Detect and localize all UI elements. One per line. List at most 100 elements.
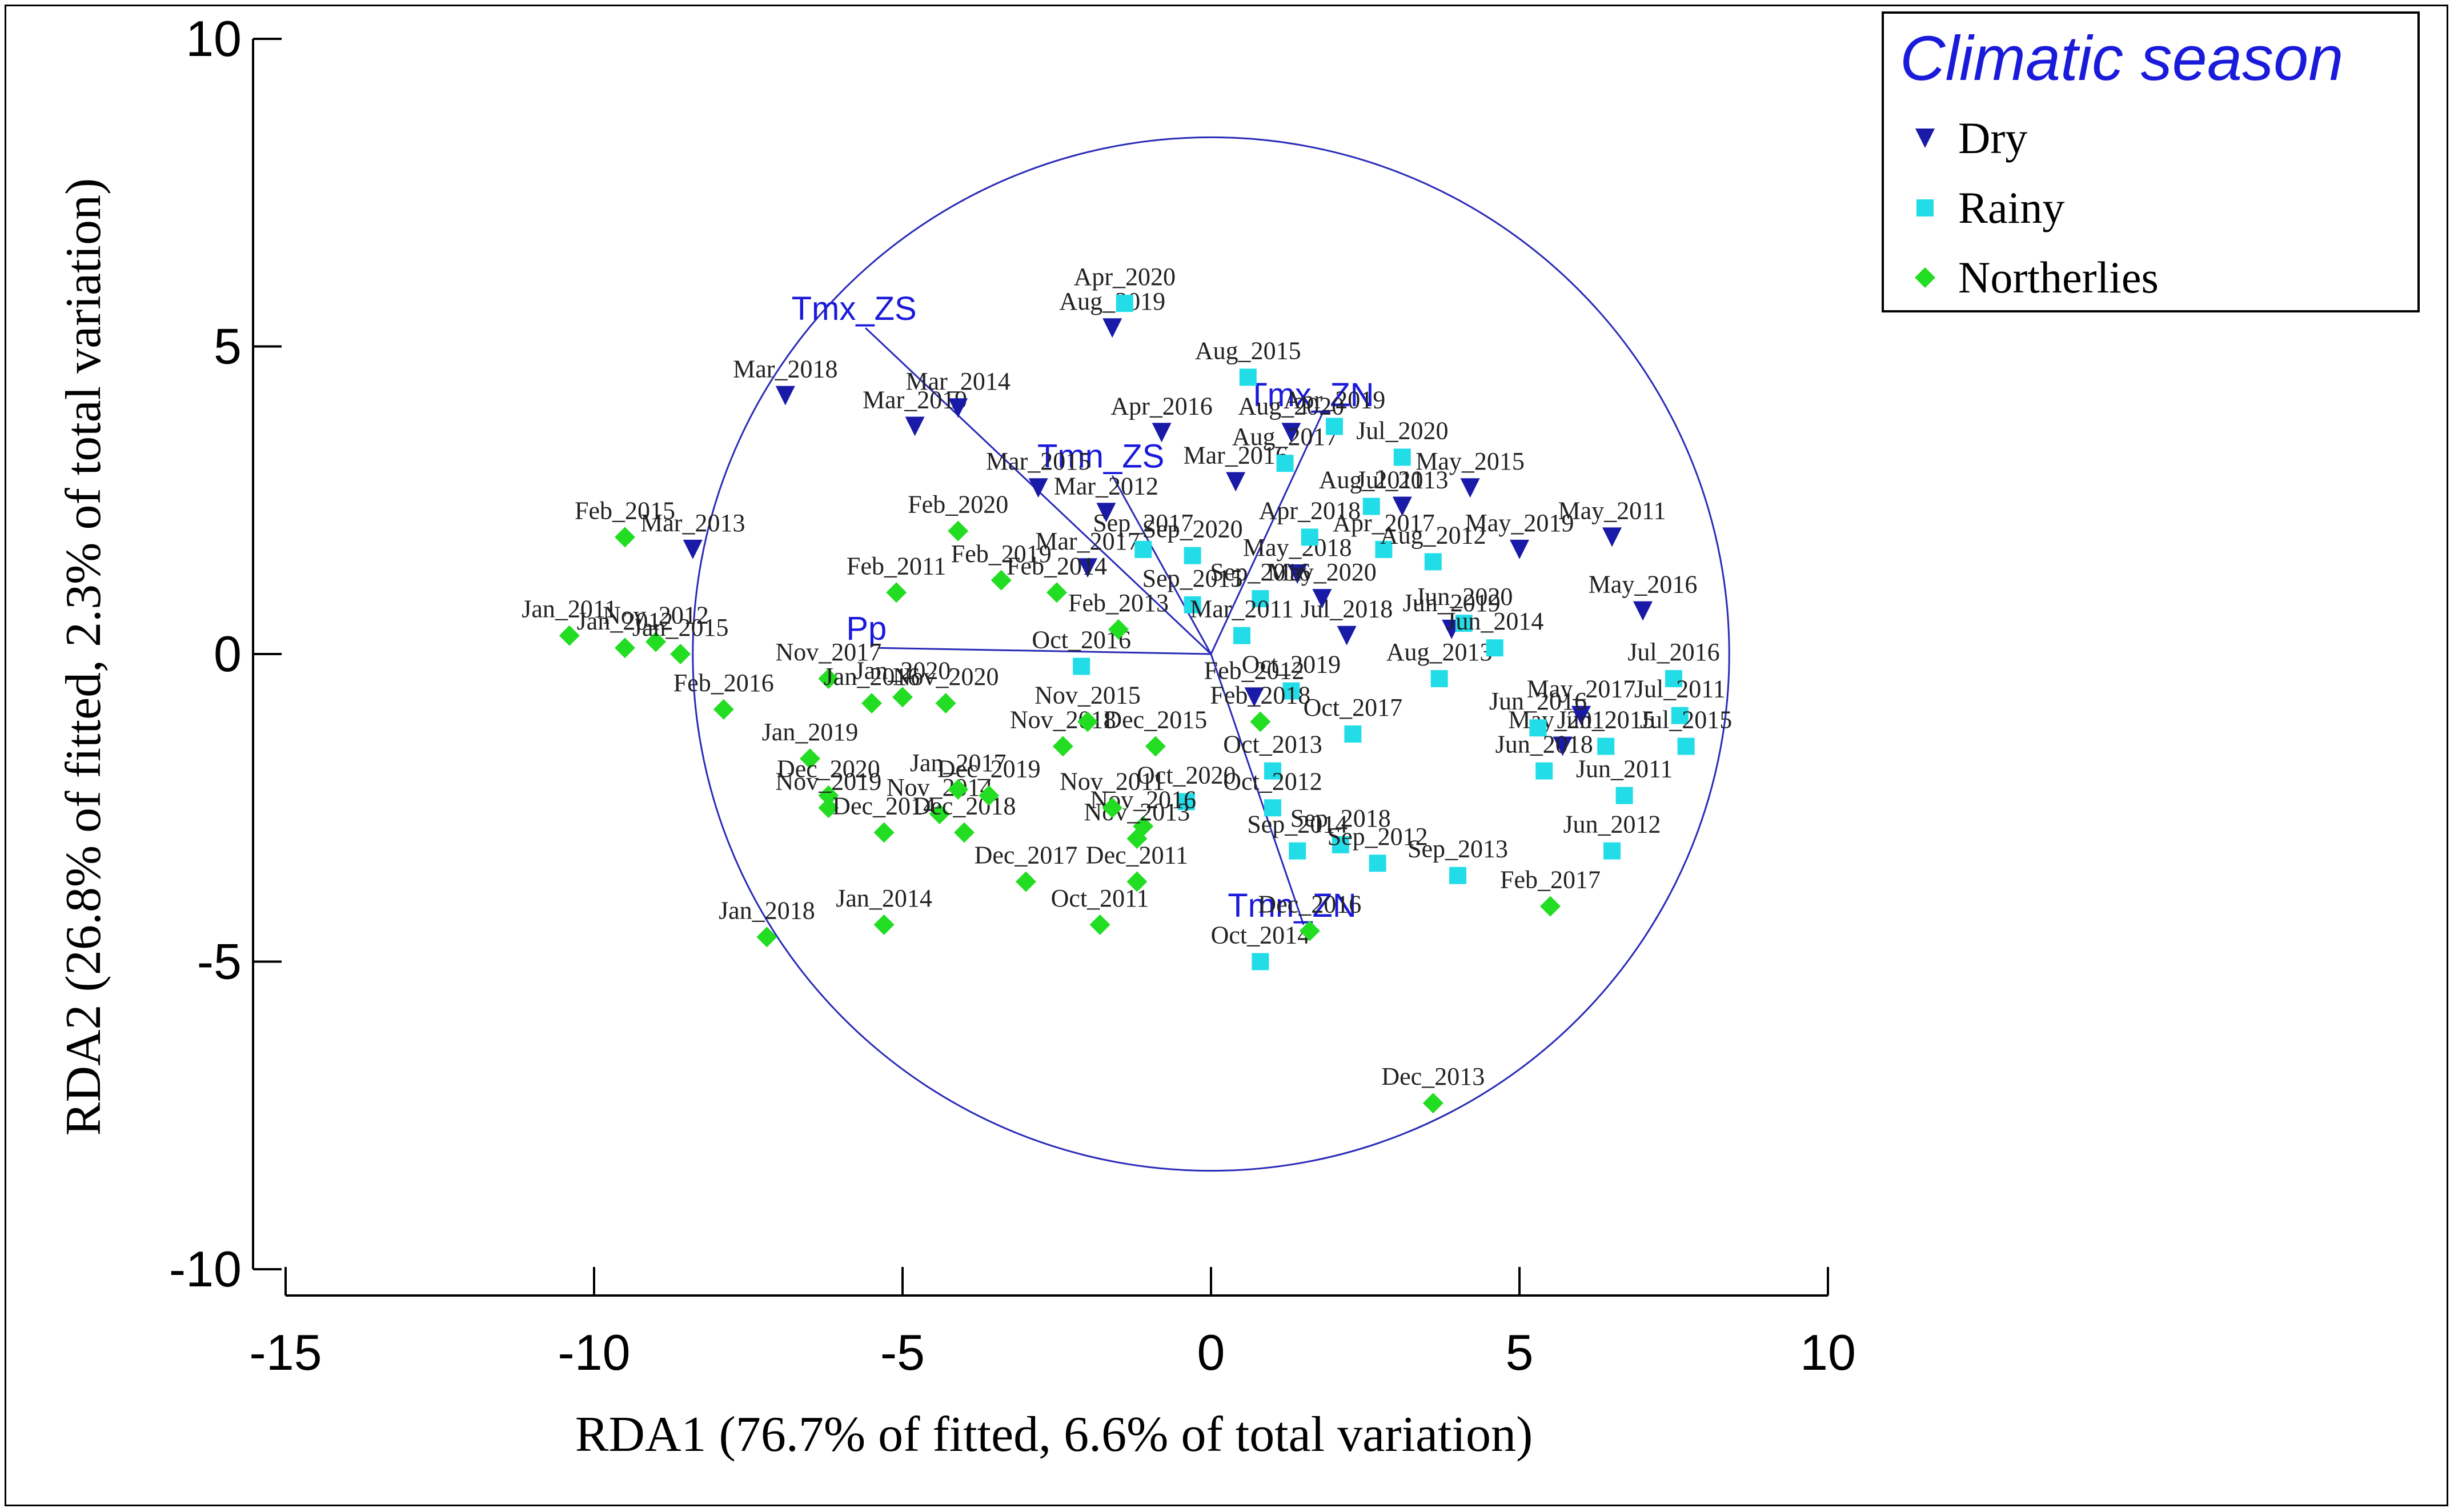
point-marker	[1276, 455, 1294, 472]
point-marker	[1264, 762, 1281, 780]
point-label: Apr_2019	[1284, 386, 1385, 414]
point-marker	[1102, 318, 1122, 338]
vector-label: Tmn_ZS	[1037, 438, 1164, 475]
point-marker	[1455, 615, 1473, 632]
point-marker	[1677, 737, 1695, 755]
point-label: Dec_2015	[1104, 706, 1207, 734]
point-label: Jul_2020	[1356, 416, 1448, 444]
point-label: Oct_2011	[1051, 884, 1149, 912]
point-marker	[1369, 855, 1386, 872]
point-label: May_2017	[1527, 675, 1636, 703]
vector-label: Tmn_ZN	[1228, 887, 1357, 924]
point-marker	[1449, 867, 1466, 884]
point-label: Mar_2011	[1190, 595, 1294, 623]
point-marker	[1529, 719, 1547, 737]
legend-label: Northerlies	[1958, 252, 2159, 302]
point-label: Jan_2011	[522, 595, 617, 623]
legend-marker	[1915, 129, 1935, 148]
point-marker	[1615, 787, 1633, 804]
point-label: Sep_2014	[1247, 811, 1348, 839]
point-label: Apr_2020	[1074, 263, 1176, 291]
point-marker	[1252, 953, 1269, 970]
point-label: Mar_2013	[640, 509, 745, 537]
y-tick-label: 5	[214, 318, 242, 375]
legend-box	[1882, 11, 2420, 312]
point-label: Feb_2018	[1210, 681, 1310, 709]
point-marker	[948, 779, 969, 800]
figure-frame	[5, 5, 2448, 1506]
point-label: Feb_2015	[575, 496, 675, 524]
point-marker	[1102, 797, 1123, 819]
point-label: Apr_2017	[1333, 509, 1434, 537]
point-marker	[1510, 539, 1529, 559]
point-marker	[1337, 625, 1357, 645]
point-marker	[1460, 478, 1480, 498]
point-label: Aug_2015	[1195, 336, 1301, 364]
point-label: Jul_2011	[1634, 675, 1726, 703]
point-label: Aug_2011	[1319, 466, 1424, 494]
point-label: Jul_2018	[1301, 595, 1393, 623]
point-label: Oct_2019	[1242, 651, 1341, 679]
point-label: Dec_2014	[832, 792, 936, 820]
legend-label: Rainy	[1958, 183, 2064, 232]
point-marker	[1016, 871, 1036, 892]
point-marker	[615, 637, 635, 659]
point-label: Sep_2018	[1290, 804, 1391, 832]
point-marker	[1126, 871, 1148, 892]
point-marker	[886, 582, 907, 603]
point-marker	[1289, 842, 1306, 860]
point-label: Mar_2016	[1184, 441, 1288, 469]
circle-outline	[692, 136, 1730, 1172]
point-marker	[1152, 423, 1172, 443]
point-marker	[1671, 707, 1689, 724]
legend-item-northerlies: Northerlies	[1915, 252, 2159, 302]
point-label: Mar_2017	[1035, 527, 1140, 555]
point-label: Feb_2012	[1204, 656, 1305, 684]
point-marker	[1299, 920, 1320, 941]
point-marker	[873, 822, 895, 843]
point-marker	[1602, 527, 1622, 547]
point-label: Jun_2016	[1489, 687, 1587, 715]
point-label: Feb_2014	[1007, 552, 1107, 580]
point-marker	[1145, 736, 1166, 757]
point-label: May_2011	[1558, 496, 1666, 524]
point-label: Jan_2018	[719, 896, 815, 924]
point-marker	[1046, 582, 1067, 603]
point-marker	[818, 668, 839, 689]
point-marker	[1597, 737, 1615, 755]
x-axis-title: RDA1 (76.7% of fitted, 6.6% of total var…	[575, 1407, 1533, 1462]
point-label: Sep_2017	[1093, 509, 1193, 537]
point-marker	[873, 914, 895, 935]
point-label: Mar_2018	[733, 355, 837, 383]
point-marker	[818, 785, 839, 806]
point-marker	[615, 527, 635, 548]
point-label: May_2012	[1508, 706, 1617, 734]
vector-arrow	[1210, 414, 1323, 655]
point-marker	[1252, 590, 1269, 608]
x-tick-label: -5	[880, 1324, 925, 1381]
point-marker	[1177, 793, 1195, 811]
point-label: Jan_2012	[577, 607, 673, 635]
point-marker	[1073, 657, 1090, 675]
point-label: Nov_2015	[1034, 681, 1141, 709]
point-label: Jul_2015	[1640, 706, 1732, 734]
point-label: Apr_2016	[1110, 392, 1212, 420]
point-label: Mar_2015	[986, 447, 1090, 475]
point-marker	[1134, 540, 1152, 558]
legend-item-rainy: Rainy	[1916, 183, 2064, 232]
point-label: May_2018	[1243, 534, 1352, 562]
point-marker	[1116, 295, 1133, 312]
point-label: Feb_2020	[908, 491, 1008, 519]
point-label: Jun_2019	[1403, 589, 1501, 617]
point-label: Nov_2012	[603, 601, 709, 629]
point-marker	[1233, 627, 1250, 644]
point-marker	[1422, 1093, 1443, 1114]
point-label: Oct_2013	[1223, 731, 1322, 759]
point-label: Nov_2014	[887, 773, 993, 801]
point-marker	[979, 785, 1000, 806]
point-label: Aug_2020	[1238, 392, 1345, 420]
point-label: Jan_2019	[762, 718, 859, 746]
point-marker	[1665, 670, 1682, 688]
